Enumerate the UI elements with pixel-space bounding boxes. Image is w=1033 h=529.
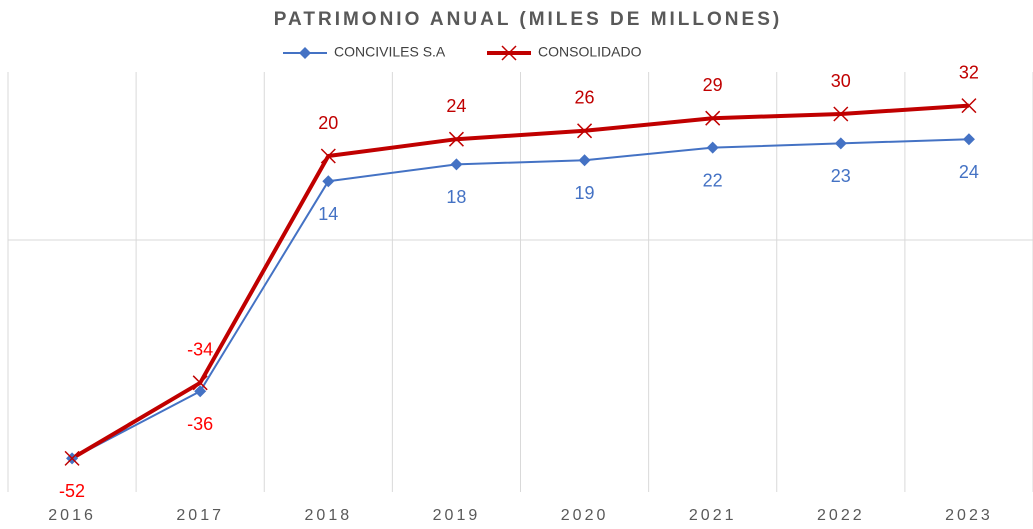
data-label: -34 (187, 340, 213, 360)
data-label: 24 (959, 162, 979, 182)
x-tick-label: 2018 (305, 507, 353, 524)
x-tick-label: 2022 (817, 507, 865, 524)
data-label: 32 (959, 62, 979, 82)
marker (194, 385, 207, 398)
marker (322, 175, 335, 188)
data-label: 22 (703, 170, 723, 190)
data-label: 29 (703, 75, 723, 95)
chart-title: PATRIMONIO ANUAL (MILES DE MILLONES) (274, 9, 782, 30)
marker (961, 98, 977, 114)
data-label: 20 (318, 113, 338, 133)
marker (450, 158, 463, 171)
series-line (71, 138, 969, 460)
data-label: -52 (59, 481, 85, 501)
legend-label: CONSOLIDADO (538, 44, 642, 60)
marker (501, 45, 517, 61)
marker (706, 141, 719, 154)
legend-label: CONCIVILES S.A (334, 44, 446, 60)
marker (833, 106, 849, 122)
data-label: 23 (831, 166, 851, 186)
x-tick-label: 2020 (561, 507, 609, 524)
x-tick-label: 2021 (689, 507, 737, 524)
marker (299, 47, 311, 59)
x-tick-label: 2016 (48, 507, 96, 524)
marker (320, 148, 336, 164)
marker (705, 110, 721, 126)
data-label: -36 (187, 414, 213, 434)
marker (962, 133, 975, 146)
data-label: 18 (446, 187, 466, 207)
marker (834, 137, 847, 150)
series-line (71, 103, 970, 461)
marker (577, 123, 593, 139)
data-label: 19 (575, 183, 595, 203)
data-label: 26 (575, 88, 595, 108)
marker (448, 131, 464, 147)
x-tick-label: 2019 (433, 507, 481, 524)
x-tick-label: 2017 (176, 507, 224, 524)
x-tick-label: 2023 (945, 507, 993, 524)
data-label: 14 (318, 204, 338, 224)
data-label: 24 (446, 96, 466, 116)
marker (64, 450, 80, 466)
marker (192, 375, 208, 391)
marker (578, 154, 591, 167)
data-label: 30 (831, 71, 851, 91)
